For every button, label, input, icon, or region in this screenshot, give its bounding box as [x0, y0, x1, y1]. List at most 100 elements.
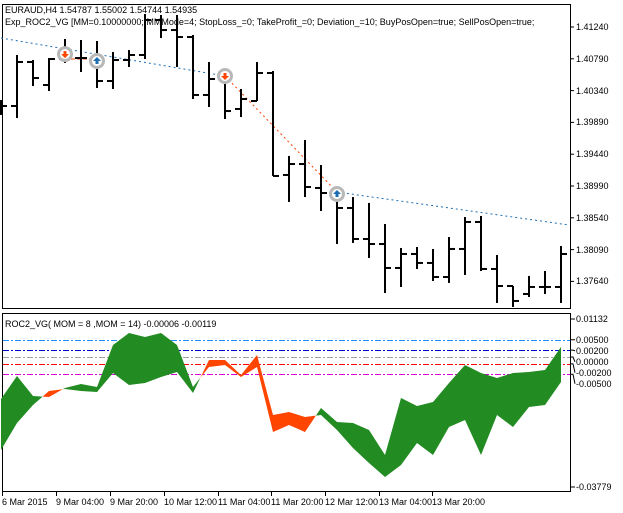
indicator-segment	[497, 373, 513, 427]
price-bar	[459, 217, 471, 275]
indicator-segment	[289, 412, 305, 432]
price-bar	[315, 165, 327, 212]
indicator-segment	[321, 408, 337, 430]
price-tick-label: 1.40340	[576, 85, 609, 96]
indicator-tick	[570, 349, 576, 352]
price-bar	[411, 246, 423, 269]
price-bar	[475, 215, 487, 272]
marker-arrow	[61, 51, 69, 59]
price-bar	[347, 197, 359, 243]
indicator-tick-label: -0.03779	[576, 482, 612, 492]
indicator-segment	[305, 415, 316, 432]
marker-arrow	[221, 72, 229, 80]
price-bar	[283, 155, 295, 202]
time-label: 13 Mar 20:00	[432, 497, 486, 507]
price-bar	[523, 275, 535, 298]
sell-arrow-icon	[217, 67, 233, 84]
price-bar	[171, 14, 183, 67]
indicator-segment	[62, 388, 65, 390]
price-tick-label: 1.39890	[576, 117, 609, 128]
indicator-segment	[193, 377, 201, 393]
price-tick-label: 1.38990	[576, 181, 609, 191]
main-chart-frame	[2, 4, 571, 309]
indicator-segment	[42, 391, 49, 397]
trade-line	[336, 191, 570, 226]
price-bar	[555, 245, 567, 303]
indicator-segment	[49, 389, 63, 397]
price-bar	[443, 237, 455, 283]
marker-arrow	[333, 189, 341, 197]
symbol-info: EURAUD,H4 1.54787 1.55002 1.54744 1.5493…	[5, 5, 198, 15]
indicator-segment	[433, 383, 449, 455]
price-bar	[11, 54, 23, 119]
indicator-segment	[97, 345, 113, 392]
price-bar	[379, 224, 391, 293]
price-bar	[251, 61, 263, 102]
trade-markers	[57, 46, 345, 202]
indicator-segment	[353, 423, 369, 463]
indicator-tick-label: 0.00500	[576, 334, 609, 345]
indicator-segment	[33, 396, 43, 405]
indicator-segment	[241, 355, 257, 377]
indicator-segment	[65, 384, 81, 391]
indicator-segment	[465, 365, 481, 455]
time-label: 11 Mar 20:00	[271, 497, 324, 507]
marker-arrow	[93, 56, 101, 64]
indicator-segment	[513, 372, 529, 427]
price-bar	[43, 58, 55, 92]
price-tick-label: 1.40790	[576, 53, 609, 64]
axis-ticks	[2, 26, 576, 496]
price-bar	[491, 254, 503, 303]
price-bar	[139, 13, 151, 60]
price-bar	[395, 247, 407, 287]
indicator-segment	[545, 347, 561, 405]
price-tick-label: 1.38090	[576, 244, 609, 255]
indicator-segment	[1, 376, 17, 450]
indicator-segment	[145, 333, 161, 383]
indicator-tick	[570, 356, 576, 362]
indicator-segment	[257, 355, 273, 432]
indicator-segment	[200, 360, 209, 378]
price-bar	[267, 71, 279, 177]
indicator-title: ROC2_VG( MOM = 8 ,MOM = 14) -0.00006 -0.…	[5, 319, 217, 329]
buy-arrow-icon	[89, 52, 105, 69]
indicator-segment	[337, 422, 353, 448]
price-bar	[539, 271, 551, 294]
indicator-segment	[17, 376, 33, 423]
price-tick-label: 1.38540	[576, 212, 609, 223]
price-bars	[0, 13, 567, 307]
indicator-segment	[529, 370, 545, 407]
price-bar	[75, 40, 87, 73]
indicator-segment	[449, 365, 465, 427]
buy-arrow-icon	[329, 185, 345, 202]
time-label: 10 Mar 12:00	[164, 497, 218, 507]
indicator-segment	[417, 402, 433, 455]
price-tick-label: 1.37640	[576, 276, 609, 287]
price-tick-label: 1.39440	[576, 149, 609, 160]
time-label: 6 Mar 2015	[2, 497, 48, 507]
price-bar	[507, 284, 519, 307]
indicator-segment	[401, 398, 417, 465]
indicator-segment	[315, 408, 321, 416]
expert-info: Exp_ROC2_VG [MM=0.10000000; MMMode=4; St…	[5, 17, 535, 27]
price-bar	[235, 88, 247, 118]
price-bar	[155, 14, 167, 39]
price-bar	[203, 61, 215, 107]
time-label: 13 Mar 04:00	[379, 497, 433, 507]
indicator-segment	[225, 360, 241, 377]
trade-line	[224, 75, 338, 193]
indicator-segment	[273, 412, 289, 432]
price-bar	[27, 60, 39, 87]
price-bar	[0, 99, 7, 115]
indicator-segment	[81, 384, 97, 392]
indicator-segment	[369, 430, 385, 477]
indicator-segment	[385, 398, 401, 477]
indicator-segment	[161, 333, 177, 377]
time-label: 11 Mar 04:00	[218, 497, 271, 507]
price-bar	[107, 52, 119, 89]
indicator-tick-label: -0.00500	[576, 378, 612, 389]
price-tick-label: 1.41240	[576, 22, 609, 32]
indicator-segment	[209, 360, 225, 367]
price-bar	[363, 202, 375, 259]
